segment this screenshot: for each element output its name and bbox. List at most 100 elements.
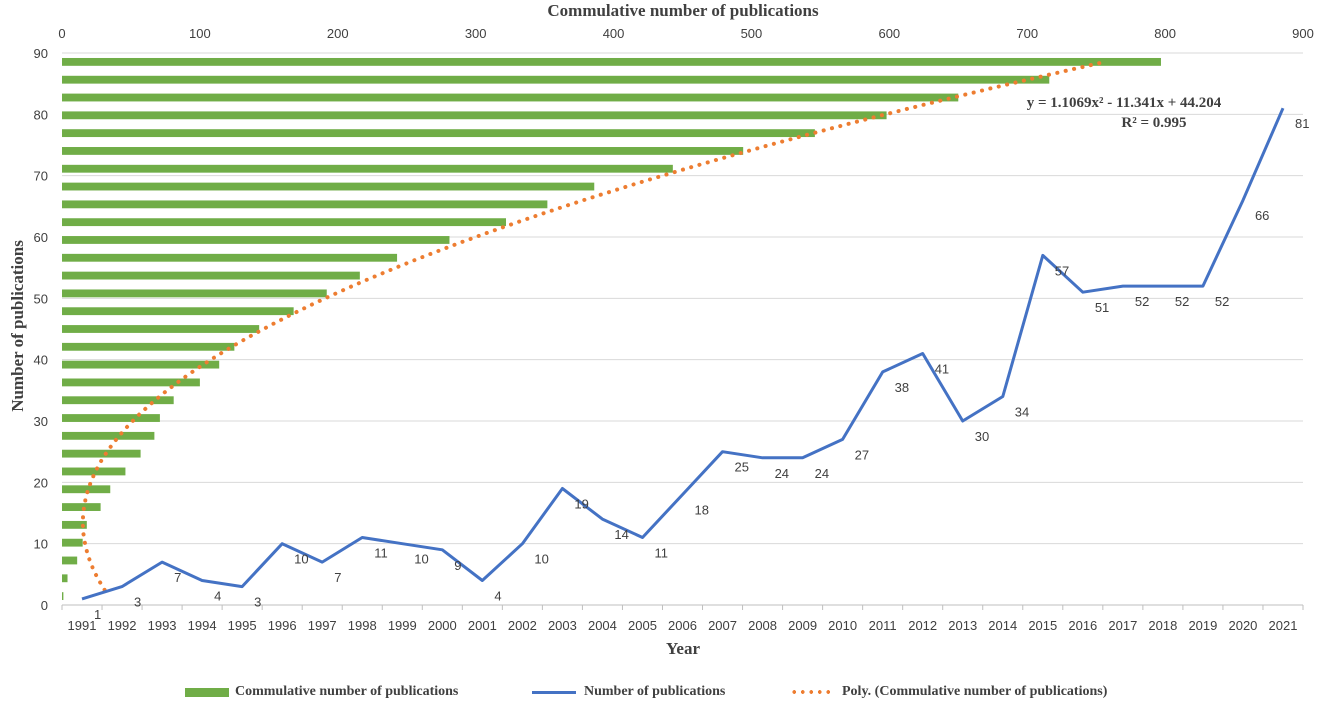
cumulative-bars <box>62 57 1161 601</box>
data-label: 52 <box>1175 294 1189 309</box>
legend-label-poly: Poly. (Commulative number of publication… <box>842 684 1108 699</box>
legend-swatch-orange-dots <box>790 690 834 694</box>
top-tick-label: 300 <box>465 26 487 41</box>
left-tick-label: 30 <box>34 414 48 429</box>
cumulative-bar <box>62 129 815 138</box>
data-label: 11 <box>654 546 668 561</box>
top-tick-label: 200 <box>327 26 349 41</box>
legend-label-number: Number of publications <box>584 684 726 699</box>
x-tick-label: 2009 <box>788 618 817 633</box>
cumulative-bar <box>62 236 450 244</box>
top-tick-label: 600 <box>878 26 900 41</box>
cumulative-bar <box>62 574 68 583</box>
cumulative-bar <box>62 503 101 511</box>
cumulative-bar <box>62 253 398 262</box>
x-tick-label: 1996 <box>268 618 297 633</box>
left-tick-label: 20 <box>34 475 48 490</box>
top-axis-ticks: 0 100 200 300 400 500 600 700 800 900 <box>58 26 1313 41</box>
x-tick-label: 2016 <box>1068 618 1097 633</box>
cumulative-bar <box>62 467 126 476</box>
top-tick-label: 900 <box>1292 26 1314 41</box>
x-tick-label: 1994 <box>188 618 217 633</box>
x-tick-label: 2013 <box>948 618 977 633</box>
x-tick-label: 2012 <box>908 618 937 633</box>
legend-item-poly: Poly. (Commulative number of publication… <box>790 680 1107 704</box>
trendline-r2: R² = 0.995 <box>1121 115 1186 131</box>
cumulative-bar <box>62 200 548 209</box>
left-tick-label: 70 <box>34 169 48 184</box>
data-label: 24 <box>815 466 829 481</box>
data-label: 10 <box>534 552 548 567</box>
x-tick-label: 2000 <box>428 618 457 633</box>
legend-item-number: Number of publications <box>532 680 725 704</box>
x-tick-label: 2004 <box>588 618 617 633</box>
cumulative-bar <box>62 93 959 102</box>
left-tick-label: 80 <box>34 107 48 122</box>
left-tick-label: 40 <box>34 353 48 368</box>
data-label: 30 <box>975 429 989 444</box>
data-label: 11 <box>374 546 388 561</box>
x-tick-label: 2002 <box>508 618 537 633</box>
legend: Commulative number of publications Numbe… <box>0 680 1325 704</box>
data-labels: 1 3 7 4 3 10 7 11 10 9 4 10 19 14 11 18 25 24 24 27 38 41 30 34… <box>94 116 1309 622</box>
legend-swatch-green <box>185 687 229 697</box>
data-label: 81 <box>1295 116 1309 131</box>
x-tick-label: 1998 <box>348 618 377 633</box>
data-label: 57 <box>1055 263 1069 278</box>
data-label: 27 <box>855 447 869 462</box>
data-label: 51 <box>1095 300 1109 315</box>
cumulative-bar <box>62 307 294 316</box>
left-tick-label: 10 <box>34 537 48 552</box>
x-tick-label: 1993 <box>148 618 177 633</box>
left-tick-label: 50 <box>34 291 48 306</box>
top-tick-label: 700 <box>1016 26 1038 41</box>
chart: 0 10 20 30 40 50 60 70 80 90 0 100 200 300 400 500 600 7… <box>8 1 1314 658</box>
left-tick-label: 90 <box>34 46 48 61</box>
cumulative-bar <box>62 164 673 173</box>
x-tick-label: 2018 <box>1148 618 1177 633</box>
cumulative-bar <box>62 378 200 387</box>
top-axis-title: Commulative number of publications <box>547 1 819 20</box>
data-label: 4 <box>494 588 501 603</box>
x-tick-label: 2006 <box>668 618 697 633</box>
top-tick-label: 500 <box>741 26 763 41</box>
x-tick-label: 2020 <box>1228 618 1257 633</box>
cumulative-bar <box>62 538 83 547</box>
x-tick-label: 2021 <box>1269 618 1298 633</box>
y-axis-title: Number of publications <box>8 240 27 412</box>
left-axis-ticks: 0 10 20 30 40 50 60 70 80 90 <box>34 46 48 613</box>
x-tick-label: 1991 <box>68 618 97 633</box>
x-tick-label: 2001 <box>468 618 497 633</box>
x-tick-label: 2015 <box>1028 618 1057 633</box>
cumulative-bar <box>62 57 1161 66</box>
cumulative-bar <box>62 520 87 529</box>
x-tick-label: 1999 <box>388 618 417 633</box>
data-label: 10 <box>414 552 428 567</box>
cumulative-bar <box>62 111 887 120</box>
x-axis-title: Year <box>666 639 700 658</box>
legend-label-cumulative: Commulative number of publications <box>235 684 459 699</box>
data-label: 1 <box>94 607 101 622</box>
cumulative-bar <box>62 360 220 369</box>
left-tick-label: 0 <box>41 598 48 613</box>
x-tick-label: 2010 <box>828 618 857 633</box>
data-label: 41 <box>935 362 949 377</box>
x-tick-label: 2003 <box>548 618 577 633</box>
cumulative-bar <box>62 485 111 494</box>
top-tick-label: 100 <box>189 26 211 41</box>
data-label: 19 <box>574 496 588 511</box>
x-tick-label: 2011 <box>869 618 897 633</box>
cumulative-bar <box>62 218 507 227</box>
publications-line <box>81 107 1285 601</box>
x-axis-ticks: 1991 1992 1993 1994 1995 1996 1997 1998 1999 2000… <box>61 605 1304 633</box>
cumulative-bar <box>62 271 360 280</box>
polynomial-trendline <box>80 60 1107 592</box>
cumulative-bar <box>62 182 595 191</box>
data-label: 3 <box>254 595 261 610</box>
cumulative-bar <box>62 342 235 351</box>
data-label: 38 <box>895 380 909 395</box>
data-label: 18 <box>695 503 709 518</box>
cumulative-bar <box>62 75 1050 84</box>
cumulative-bar <box>62 414 160 422</box>
data-label: 52 <box>1215 294 1229 309</box>
